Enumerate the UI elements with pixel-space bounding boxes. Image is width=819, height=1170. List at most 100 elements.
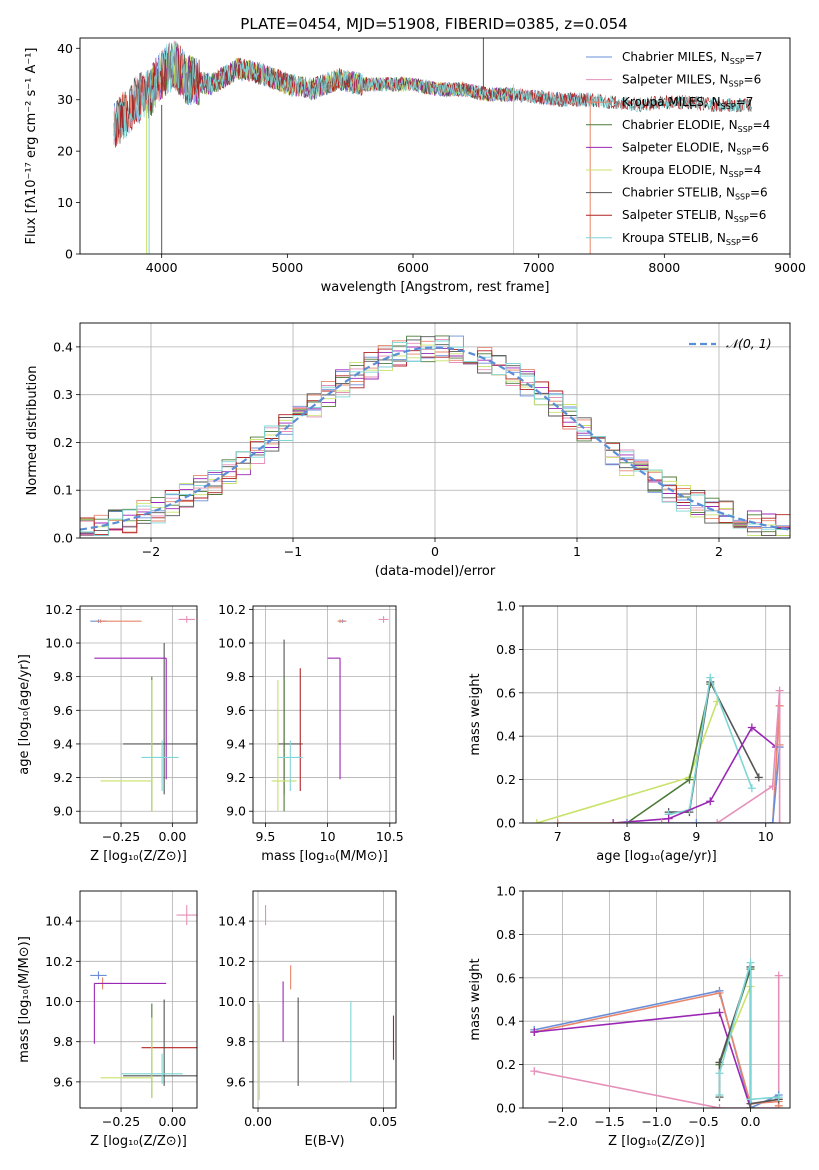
weight-marker: [657, 819, 666, 823]
weight-marker: [775, 819, 784, 823]
y-tick-label: 10.0: [218, 636, 246, 651]
y-tick-label: 0.1: [53, 483, 73, 498]
weight-marker: [747, 723, 756, 732]
legend-label-salpeter_miles: Salpeter MILES, NSSP=6: [622, 73, 761, 89]
weight-marker: [768, 782, 777, 791]
y-tick-label: 0: [65, 247, 73, 262]
x-axis-label: (data-model)/error: [375, 564, 496, 579]
weight-marker: [553, 819, 562, 823]
weight-marker: [746, 958, 755, 967]
y-tick-label: 0.4: [496, 729, 516, 744]
x-tick-label: 6000: [397, 260, 429, 275]
x-axis-label: Z [log₁₀(Z/Z⊙)]: [90, 849, 187, 864]
y-axis-label: mass weight: [468, 958, 483, 1040]
errorbar-point-salpeter_miles: [178, 616, 195, 623]
y-tick-label: 10.2: [45, 602, 73, 617]
plot-area: [271, 616, 389, 812]
x-axis-label: Z [log₁₀(Z/Z⊙)]: [90, 1134, 187, 1149]
chart-panel-7: −2.0 −1.5 −1.0 −0.5 0.0 0.0 0.2 0.4 0.6 0.8 1.0 Z […: [468, 884, 791, 1149]
x-tick-label: 0.00: [158, 829, 186, 844]
errorbar-point-kroupa_stelib: [277, 740, 303, 792]
errorbar-point-chabrier_miles: [90, 971, 107, 980]
spectrum-line-kroupa_stelib: [113, 41, 752, 139]
plot-area: [113, 38, 753, 254]
y-axis-label: mass [log₁₀(M/M⊙)]: [17, 936, 32, 1063]
legend-label-chabrier_miles: Chabrier MILES, NSSP=7: [622, 50, 762, 66]
legend: Chabrier MILES, NSSP=7 Salpeter MILES, NS…: [586, 50, 770, 247]
chart-panel-1: −2 −1 0 1 2 0.0 0.1 0.2 0.3 0.4 (data-model)/error…: [25, 322, 791, 579]
y-tick-label: 1.0: [496, 884, 516, 899]
weight-marker: [530, 1067, 539, 1076]
x-axis-label: wavelength [Angstrom, rest frame]: [321, 280, 550, 295]
weight-line-salpeter_miles: [716, 690, 781, 823]
plot-area: [258, 905, 395, 1100]
plot-area: [80, 335, 790, 537]
x-tick-label: −0.25: [102, 1114, 140, 1129]
legend-label-kroupa_stelib: Kroupa STELIB, NSSP=6: [622, 231, 759, 247]
axes-frame: [252, 605, 397, 824]
errorbar-point-salpeter_miles: [176, 905, 197, 926]
y-tick-label: 10.0: [45, 636, 73, 651]
weight-line-chabrier_miles: [627, 746, 781, 823]
y-tick-label: 9.8: [226, 1034, 246, 1049]
errorbar-point-kroupa_elodie: [271, 680, 297, 812]
y-tick-label: 40: [57, 41, 73, 56]
y-tick-label: 9.0: [226, 804, 246, 819]
weight-marker: [713, 819, 722, 823]
errorbar-point-kroupa_elodie: [100, 1017, 153, 1098]
y-tick-label: 0.8: [496, 642, 516, 657]
errorbar-point-salpeter_miles: [378, 616, 389, 623]
y-tick-label: 0.0: [496, 1101, 516, 1116]
axes-frame: [252, 890, 397, 1109]
errorbar-point-kroupa_stelib: [141, 740, 179, 792]
y-tick-label: 9.8: [53, 1034, 73, 1049]
legend-label-kroupa_miles: Kroupa MILES, NSSP=7: [622, 95, 753, 111]
y-tick-label: 10.4: [45, 914, 73, 929]
weight-marker: [754, 773, 763, 782]
y-tick-label: 0.8: [496, 927, 516, 942]
legend-label-salpeter_elodie: Salpeter ELODIE, NSSP=6: [622, 140, 769, 156]
histogram-kroupa_elodie: [80, 344, 790, 537]
y-tick-label: 10.2: [45, 954, 73, 969]
y-tick-label: 10.2: [218, 602, 246, 617]
weight-marker: [774, 971, 783, 980]
x-tick-label: 0.0: [741, 1114, 761, 1129]
x-tick-label: 10.5: [376, 829, 404, 844]
x-tick-label: 5000: [271, 260, 303, 275]
y-tick-label: 9.8: [53, 669, 73, 684]
y-tick-label: 0.2: [53, 435, 73, 450]
legend-label-kroupa_elodie: Kroupa ELODIE, NSSP=4: [622, 163, 761, 179]
x-axis-label: Z [log₁₀(Z/Z⊙)]: [608, 1134, 705, 1149]
y-tick-label: 10.4: [218, 914, 246, 929]
y-tick-label: 9.2: [53, 770, 73, 785]
y-tick-label: 9.6: [226, 703, 246, 718]
y-tick-label: 10.2: [218, 954, 246, 969]
x-tick-label: 2: [715, 544, 723, 559]
weight-marker: [768, 819, 777, 823]
plot-area: [90, 616, 197, 812]
errorbar-point-kroupa_elodie: [100, 680, 153, 812]
axes-frame: [79, 322, 791, 539]
weight-marker: [623, 819, 632, 823]
x-tick-label: 4000: [146, 260, 178, 275]
weight-marker: [664, 814, 673, 823]
errorbar-point-salpeter_elodie: [93, 982, 167, 1044]
weight-marker: [715, 1090, 724, 1099]
weight-marker: [747, 784, 756, 793]
x-tick-label: 10: [758, 829, 774, 844]
spectrum-line-salpeter_stelib: [113, 44, 752, 147]
y-tick-label: 9.4: [226, 736, 246, 751]
histogram-salpeter_stelib: [80, 348, 790, 535]
weight-line-kroupa_stelib: [668, 674, 753, 816]
x-tick-label: 10: [320, 829, 336, 844]
y-tick-label: 10: [57, 195, 73, 210]
errorbar-point-chabrier_stelib: [123, 999, 197, 1086]
y-tick-label: 0.2: [496, 772, 516, 787]
weight-marker: [692, 819, 701, 823]
y-tick-label: 9.6: [226, 1074, 246, 1089]
figure-title: PLATE=0454, MJD=51908, FIBERID=0385, z=0…: [240, 15, 627, 33]
x-tick-label: −2.0: [547, 1114, 577, 1129]
weight-marker: [746, 1095, 755, 1104]
plot-area: [530, 958, 783, 1108]
